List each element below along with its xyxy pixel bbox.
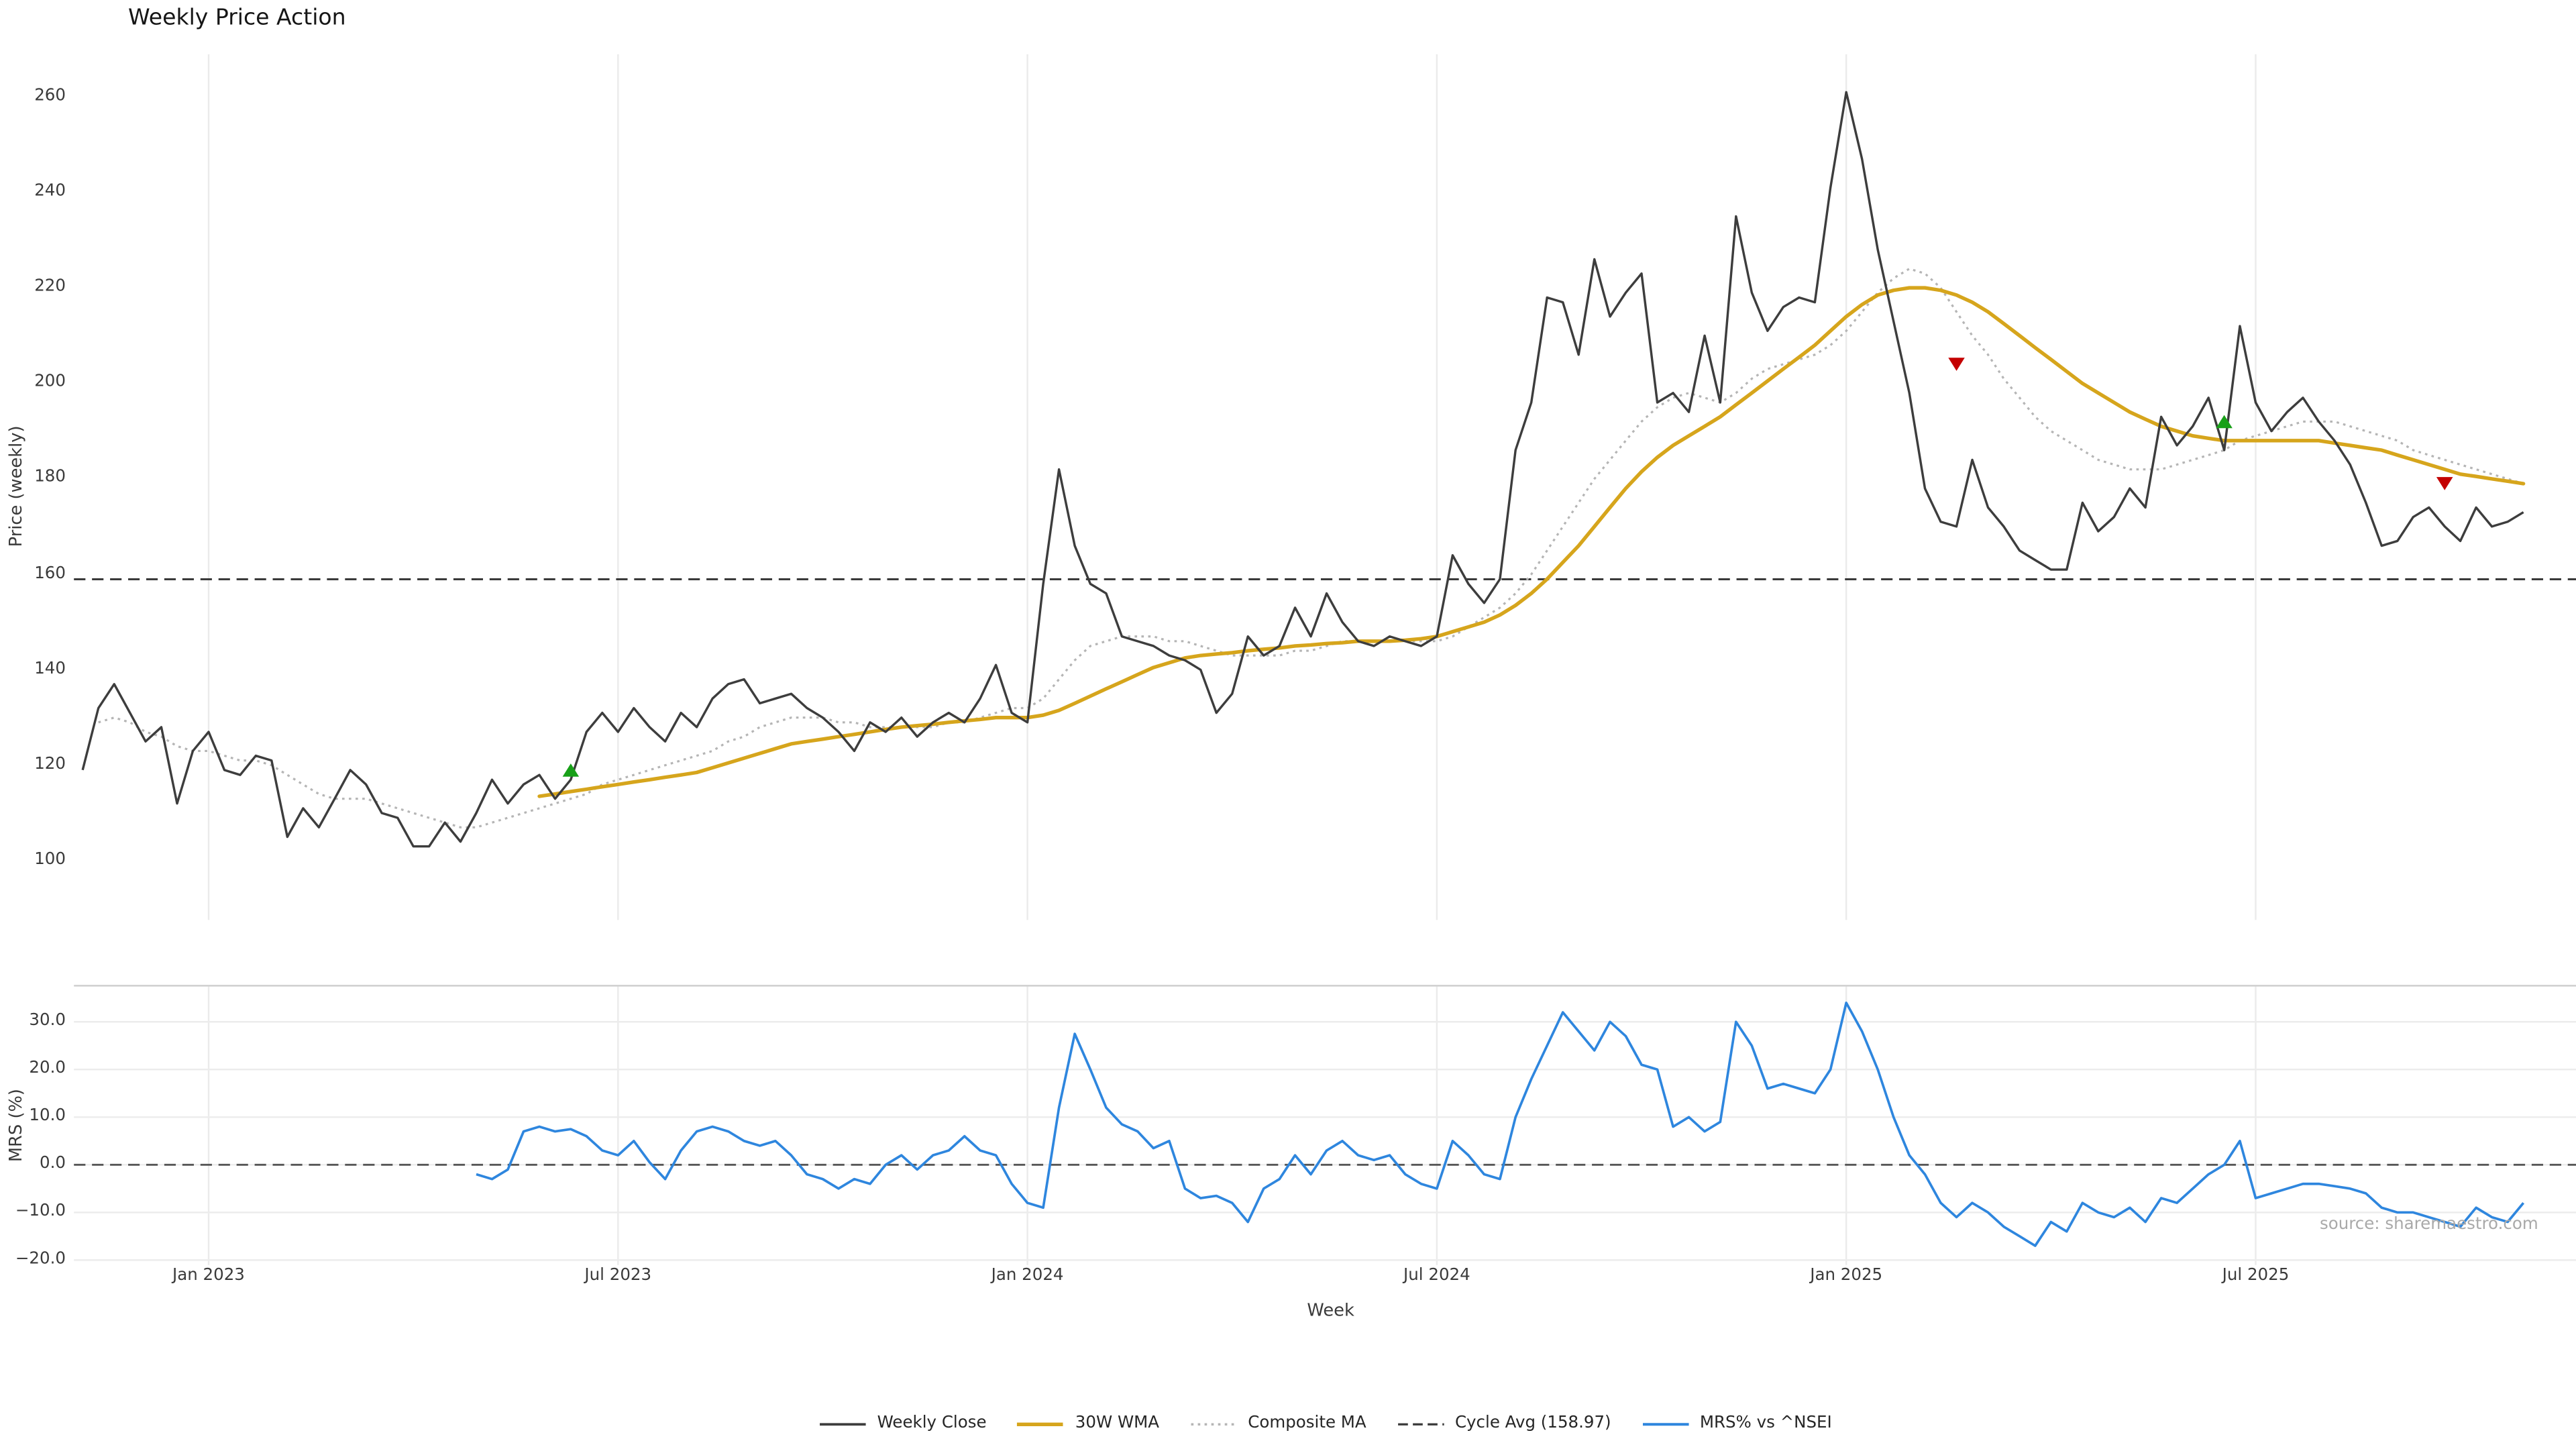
price-y-tick-label: 180: [34, 469, 66, 488]
legend-line-swatch: [819, 1422, 866, 1425]
mrs-line: [476, 1002, 2525, 1247]
x-tick-label: Jan 2024: [991, 1267, 1064, 1285]
mrs-y-axis-label: MRS (%): [6, 1089, 27, 1163]
legend-label: Composite MA: [1248, 1414, 1366, 1433]
mrs-y-tick-label: 10.0: [29, 1107, 66, 1126]
x-axis-label: Week: [1307, 1301, 1354, 1321]
price-y-tick-label: 220: [34, 278, 66, 297]
weekly-close-line: [81, 91, 2524, 848]
legend-item: Weekly Close: [818, 1414, 987, 1433]
wma-line: [537, 286, 2526, 798]
legend: Weekly Close 30W WMA Composite MA Cycle Avg…: [74, 1415, 2576, 1433]
price-y-axis-label: Price (weekly): [6, 425, 27, 547]
composite-ma-line: [98, 267, 2524, 828]
legend-label: 30W WMA: [1075, 1414, 1160, 1433]
mrs-y-tick-label: −10.0: [15, 1202, 66, 1221]
buy-signal-marker: [2216, 415, 2233, 429]
x-tick-label: Jan 2023: [172, 1267, 245, 1285]
legend-item: MRS% vs ^NSEI: [1641, 1415, 1832, 1433]
price-y-tick-label: 260: [34, 87, 66, 105]
x-tick-label: Jan 2025: [1810, 1267, 1883, 1285]
legend-line-swatch: [1190, 1422, 1237, 1425]
legend-label: MRS% vs ^NSEI: [1699, 1414, 1832, 1433]
x-tick-label: Jul 2024: [1403, 1267, 1470, 1285]
legend-item: Cycle Avg (158.97): [1396, 1415, 1611, 1433]
legend-item: Composite MA: [1189, 1415, 1366, 1433]
price-y-tick-label: 100: [34, 851, 66, 869]
price-y-tick-label: 160: [34, 564, 66, 583]
legend-label: Cycle Avg (158.97): [1454, 1414, 1611, 1433]
price-y-tick-label: 240: [34, 182, 66, 201]
legend-item: 30W WMA: [1016, 1415, 1159, 1433]
price-y-tick-label: 120: [34, 755, 66, 774]
mrs-y-tick-label: 30.0: [29, 1012, 66, 1030]
legend-label: Weekly Close: [877, 1414, 987, 1433]
x-tick-label: Jul 2025: [2222, 1267, 2290, 1285]
price-y-tick-label: 140: [34, 659, 66, 678]
mrs-y-tick-label: 0.0: [40, 1155, 66, 1173]
buy-signal-marker: [562, 763, 580, 777]
watermark-text: source: sharemaestro.com: [2319, 1216, 2538, 1234]
legend-line-swatch: [1018, 1421, 1064, 1426]
sell-signal-marker: [1948, 358, 1965, 371]
legend-line-swatch: [1397, 1422, 1444, 1425]
mrs-y-tick-label: 20.0: [29, 1059, 66, 1078]
mrs-y-tick-label: −20.0: [15, 1250, 66, 1269]
legend-line-swatch: [1642, 1422, 1688, 1426]
chart-title: Weekly Price Action: [128, 5, 346, 32]
sell-signal-marker: [2436, 477, 2453, 490]
price-y-tick-label: 200: [34, 373, 66, 392]
x-tick-label: Jul 2023: [584, 1267, 652, 1285]
